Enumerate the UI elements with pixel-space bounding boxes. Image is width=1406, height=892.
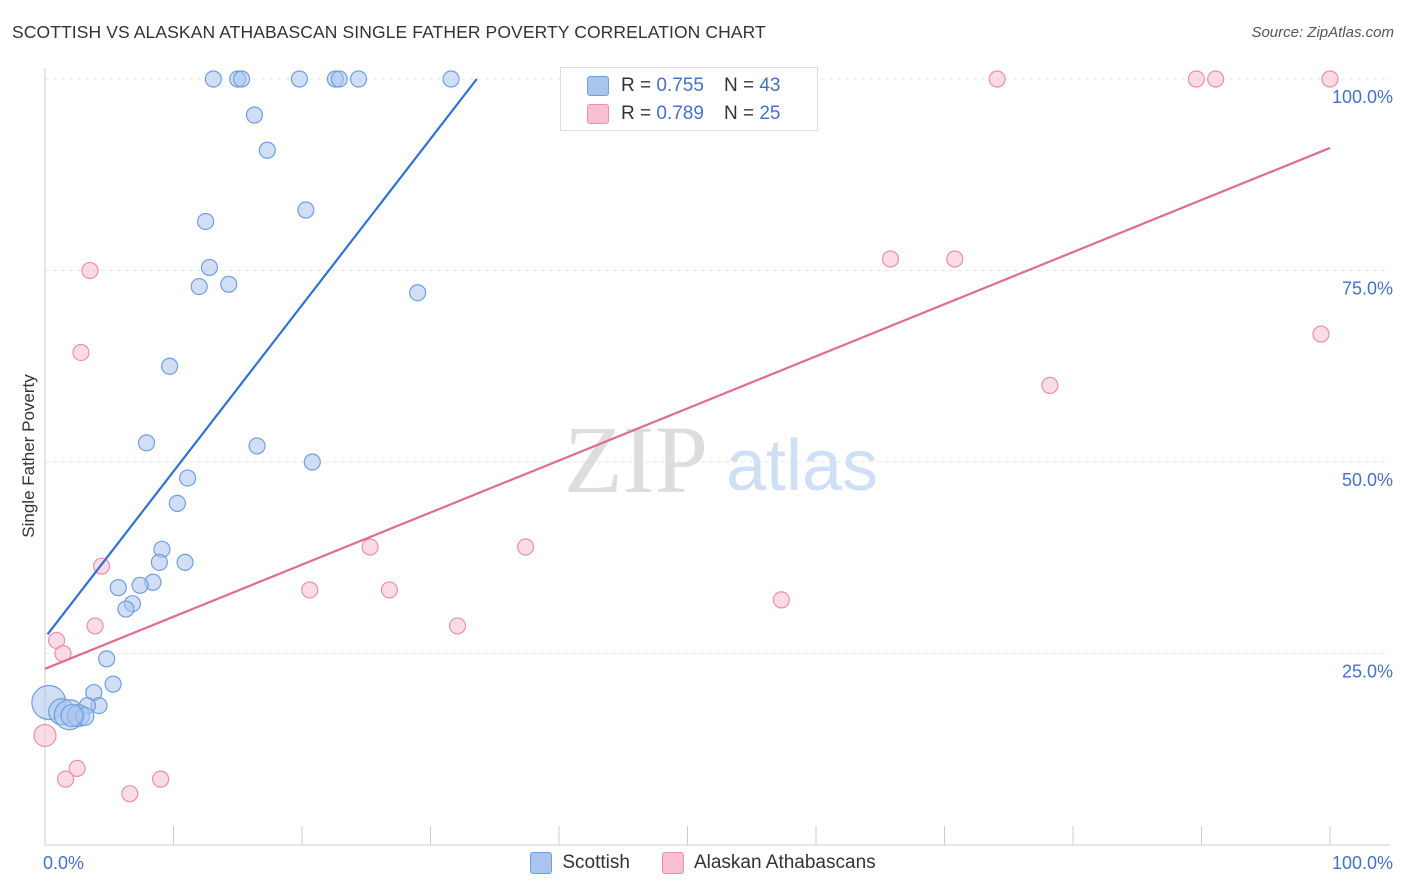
watermark-atlas: atlas	[726, 426, 878, 506]
alaskan-point	[881, 250, 900, 268]
chart-title: SCOTTISH VS ALASKAN ATHABASCAN SINGLE FA…	[12, 22, 766, 42]
y-tick-label: 50.0%	[1342, 470, 1393, 490]
watermark-zip: ZIP	[564, 406, 708, 513]
alaskan-point	[86, 617, 104, 635]
gridlines	[45, 78, 1390, 654]
scottish-point	[330, 70, 348, 88]
scottish-point	[104, 675, 122, 693]
alaskan-point	[33, 723, 57, 748]
alaskan-point	[1312, 325, 1330, 343]
alaskan-point	[1207, 70, 1225, 88]
legend-row-scottish: R = 0.755 N = 43	[587, 73, 780, 99]
alaskan-legend-swatch	[661, 852, 684, 874]
alaskan-point	[361, 538, 379, 556]
scottish-point	[131, 576, 149, 594]
scottish-point	[442, 70, 460, 88]
scottish-swatch	[587, 76, 609, 96]
scottish-point	[179, 469, 197, 487]
axes	[44, 68, 1390, 846]
y-tick-label: 75.0%	[1342, 279, 1393, 299]
alaskan-point	[772, 591, 790, 609]
x-tick-label: 0.0%	[43, 853, 84, 873]
correlation-legend: R = 0.755 N = 43 R = 0.789 N = 25	[560, 67, 818, 131]
alaskan-point	[946, 250, 964, 268]
alaskan-point	[380, 581, 398, 599]
alaskan-trend-line	[44, 146, 1331, 670]
legend-n-label: N =	[723, 103, 755, 124]
legend-item-scottish[interactable]: Scottish	[530, 852, 630, 874]
legend-item-alaskan[interactable]: Alaskan Athabascans	[661, 852, 876, 874]
chart-source: Source: ZipAtlas.com	[1251, 24, 1394, 41]
alaskan-point	[1041, 376, 1059, 394]
y-tick-label: 100.0%	[1332, 87, 1393, 107]
alaskan-point	[121, 785, 139, 803]
tick-labels: 25.0% 50.0% 75.0% 100.0% 0.0% 100.0%	[43, 87, 1393, 873]
alaskan-point	[1321, 70, 1339, 88]
legend-n-value: 25	[759, 103, 781, 124]
scottish-point	[258, 141, 276, 159]
alaskan-point	[72, 343, 90, 362]
scottish-point	[161, 357, 179, 375]
legend-label-scottish: Scottish	[562, 852, 630, 873]
legend-n-label: N =	[723, 75, 755, 96]
alaskan-point	[68, 759, 86, 778]
alaskan-point	[448, 617, 467, 635]
watermark: ZIP atlas	[564, 406, 878, 513]
scottish-point	[98, 650, 116, 668]
legend-label-alaskan: Alaskan Athabascans	[693, 852, 876, 873]
legend-r-label: R =	[621, 75, 652, 96]
alaskan-point	[152, 770, 170, 788]
scottish-point	[176, 553, 194, 571]
legend-n-value: 43	[759, 75, 781, 96]
alaskan-point	[988, 70, 1006, 88]
scottish-point	[204, 70, 222, 88]
alaskan-point	[1187, 70, 1205, 88]
alaskan-point	[516, 538, 535, 556]
legend-row-alaskan: R = 0.789 N = 25	[587, 101, 780, 127]
scottish-legend-swatch	[530, 852, 553, 874]
scottish-point	[200, 258, 219, 277]
alaskan-point	[56, 770, 75, 788]
scottish-point	[290, 70, 309, 88]
scottish-point	[220, 275, 238, 293]
trend-lines	[44, 78, 1331, 670]
scottish-point	[117, 600, 135, 618]
alaskan-point	[301, 581, 319, 599]
scottish-point	[109, 579, 127, 597]
y-tick-label: 25.0%	[1342, 662, 1393, 682]
legend-r-value: 0.755	[656, 75, 704, 96]
scottish-point	[349, 70, 368, 88]
scottish-point	[233, 70, 251, 88]
alaskan-swatch	[587, 104, 609, 124]
scottish-point	[245, 106, 264, 124]
scottish-point	[150, 553, 168, 571]
scottish-point	[197, 212, 215, 231]
scottish-point	[168, 494, 186, 512]
scottish-point	[60, 703, 84, 728]
series-legend: Scottish Alaskan Athabascans	[0, 852, 1406, 874]
scottish-point	[190, 277, 208, 296]
scottish-point	[137, 434, 156, 452]
legend-r-value: 0.789	[656, 103, 704, 124]
alaskan-point	[81, 261, 99, 280]
x-tick-label: 100.0%	[1332, 853, 1393, 873]
scottish-point	[409, 284, 427, 302]
scottish-point	[297, 201, 315, 219]
scottish-point	[248, 437, 266, 455]
scottish-trend-line	[46, 78, 478, 636]
y-axis-label: Single Father Poverty	[19, 374, 38, 538]
scottish-point	[303, 453, 321, 471]
legend-r-label: R =	[621, 103, 652, 124]
